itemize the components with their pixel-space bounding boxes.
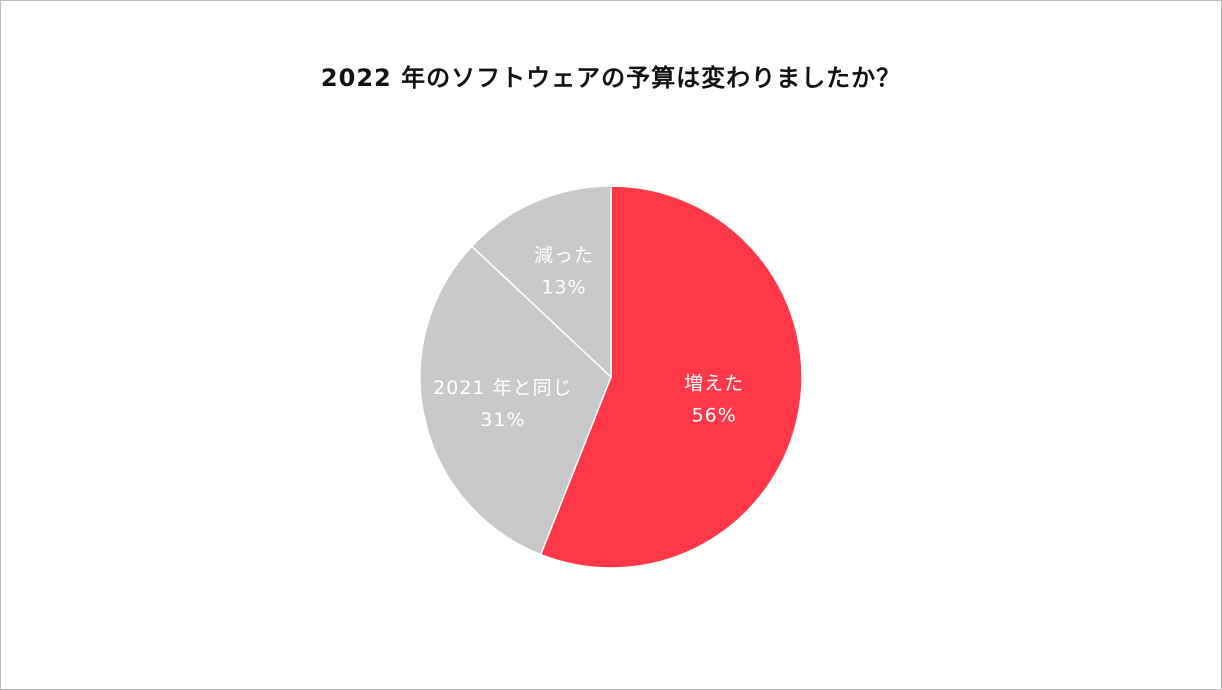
slice-label-1: 増えた [684, 373, 744, 395]
pie-slice-2 [419, 245, 612, 556]
slice-label-2: 2021 年と同じ [433, 377, 572, 399]
slice-value-2: 31% [480, 409, 525, 431]
pie-slice-3 [470, 185, 612, 379]
slice-label-3: 減った [534, 244, 594, 266]
pie-slice-1 [539, 185, 803, 569]
slice-value-3: 13% [541, 276, 586, 298]
pie-slices [419, 185, 803, 569]
pie-labels: 増えた 56% 2021 年と同じ 31% 減った 13% [433, 244, 744, 431]
slice-value-1: 56% [692, 405, 737, 427]
chart-title: 2022 年のソフトウェアの予算は変わりましたか？ [320, 64, 902, 92]
